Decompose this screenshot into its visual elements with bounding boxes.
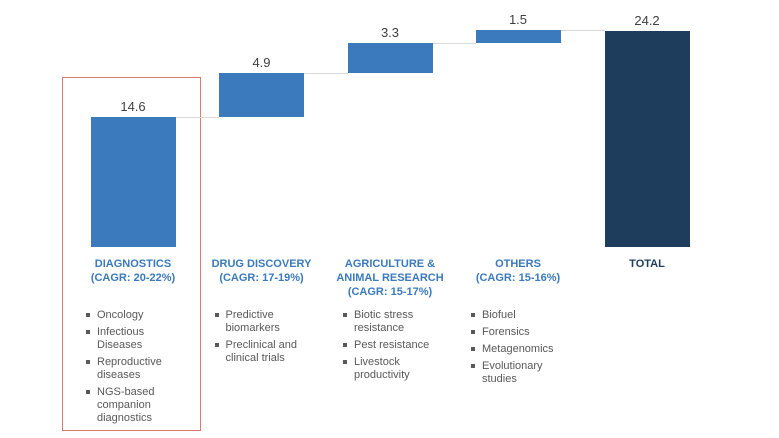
- bar-total: [604, 31, 690, 247]
- category-cagr: (CAGR: 15-17%): [347, 286, 433, 298]
- connector-line: [432, 43, 476, 45]
- value-label: 14.6: [120, 98, 146, 114]
- list-item: Reproductive diseases: [85, 356, 191, 382]
- category-name: AGRICULTURE & ANIMAL RESEARCH: [336, 258, 444, 284]
- list-item: Preclinical and clinical trials: [214, 339, 320, 365]
- application-list-drug-discovery: Predictive biomarkers Preclinical and cli…: [214, 309, 320, 369]
- bar-others: [475, 30, 561, 44]
- value-label: 3.3: [380, 25, 400, 41]
- list-item: Biofuel: [470, 309, 576, 322]
- list-item: Livestock productivity: [342, 356, 448, 382]
- list-item: Pest resistance: [342, 339, 448, 352]
- category-cagr: (CAGR: 20-22%): [90, 272, 176, 284]
- connector-line: [560, 30, 605, 32]
- category-label-others: OTHERS (CAGR: 15-16%): [456, 257, 580, 285]
- list-item: Oncology: [85, 309, 191, 322]
- value-label: 4.9: [252, 54, 271, 70]
- list-item: Evolutionary studies: [470, 360, 576, 386]
- list-item: Infectious Diseases: [85, 326, 191, 352]
- connector-line: [175, 116, 219, 118]
- category-name: DIAGNOSTICS: [94, 258, 172, 270]
- application-list-diagnostics: Oncology Infectious Diseases Reproductive …: [85, 309, 191, 429]
- category-name: TOTAL: [629, 258, 665, 270]
- category-cagr: (CAGR: 17-19%): [219, 272, 304, 284]
- category-label-total: TOTAL: [585, 257, 709, 271]
- value-label: 1.5: [508, 12, 528, 28]
- bar-diagnostics: [90, 116, 176, 247]
- category-label-diagnostics: DIAGNOSTICS (CAGR: 20-22%): [71, 257, 195, 285]
- category-label-agriculture-animal-research: AGRICULTURE & ANIMAL RESEARCH (CAGR: 15-1…: [328, 257, 452, 299]
- diagnostics-highlight-box: [62, 77, 201, 431]
- value-label: 24.2: [634, 13, 660, 28]
- list-item: Biotic stress resistance: [342, 309, 448, 335]
- list-item: NGS-based companion diagnostics: [85, 386, 191, 425]
- connector-line: [304, 72, 348, 74]
- application-list-agriculture-animal-research: Biotic stress resistance Pest resistance L…: [342, 309, 448, 386]
- category-cagr: (CAGR: 15-16%): [475, 272, 561, 284]
- category-name: DRUG DISCOVERY: [211, 258, 312, 270]
- category-label-drug-discovery: DRUG DISCOVERY (CAGR: 17-19%): [200, 257, 324, 285]
- list-item: Metagenomics: [470, 343, 576, 356]
- list-item: Predictive biomarkers: [214, 309, 320, 335]
- bar-agriculture-animal-research: [347, 43, 433, 73]
- bar-drug-discovery: [219, 72, 304, 117]
- application-list-others: Biofuel Forensics Metagenomics Evolutionary…: [470, 309, 576, 390]
- list-item: Forensics: [470, 326, 576, 339]
- category-name: OTHERS: [495, 258, 541, 270]
